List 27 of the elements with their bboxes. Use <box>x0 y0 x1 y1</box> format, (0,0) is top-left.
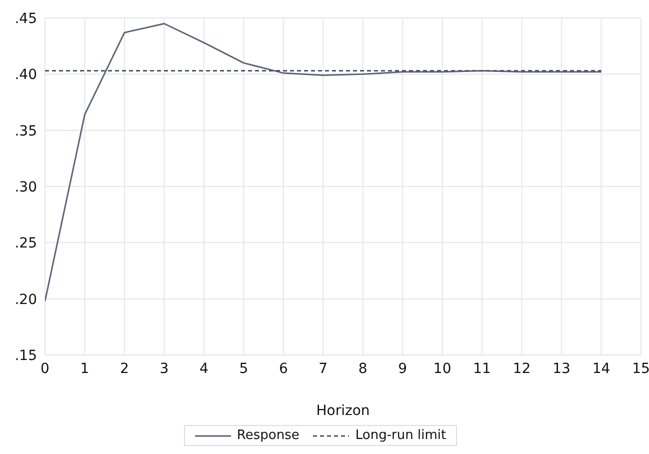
x-tick-label: 1 <box>80 360 90 377</box>
x-tick-label: 13 <box>552 360 570 377</box>
x-tick-label: 5 <box>239 360 248 377</box>
x-tick-label: 0 <box>40 360 50 377</box>
x-tick-label: 3 <box>160 360 169 377</box>
legend-label: Long-run limit <box>354 428 446 443</box>
x-tick-label: 11 <box>473 360 491 377</box>
y-tick-label: .25 <box>14 236 37 252</box>
y-tick-label: .35 <box>14 123 37 140</box>
y-tick-label: .40 <box>14 67 37 84</box>
x-tick-label: 2 <box>120 360 129 377</box>
y-tick-label: .15 <box>14 348 37 364</box>
y-tick-label: .20 <box>14 292 37 308</box>
x-tick-label: 4 <box>199 360 208 377</box>
x-tick-label: 7 <box>318 360 328 377</box>
x-tick-label: 10 <box>433 360 452 377</box>
legend-label: Response <box>236 428 300 443</box>
x-tick-label: 6 <box>278 360 288 377</box>
y-tick-label: .45 <box>14 10 37 27</box>
x-tick-label: 15 <box>632 360 649 377</box>
line-series <box>45 22 602 302</box>
x-axis-title: Horizon <box>316 403 370 419</box>
x-tick-label: 14 <box>592 360 610 377</box>
x-tick-label: 12 <box>512 360 531 377</box>
x-tick-label: 8 <box>358 360 368 377</box>
x-tick-label: 9 <box>398 360 408 377</box>
y-tick-label: .30 <box>14 179 37 196</box>
